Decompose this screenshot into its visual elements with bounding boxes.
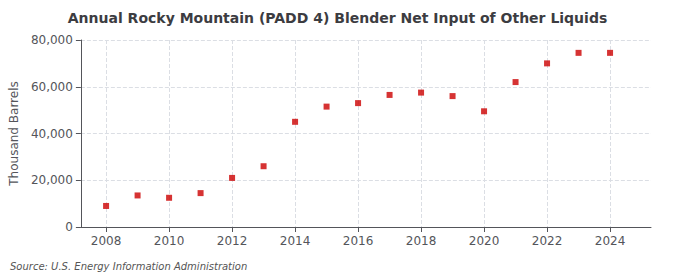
svg-text:2014: 2014: [280, 234, 311, 248]
svg-text:2012: 2012: [217, 234, 248, 248]
svg-text:40,000: 40,000: [31, 127, 73, 141]
svg-text:Source: U.S. Energy Informatio: Source: U.S. Energy Information Administ…: [10, 261, 247, 272]
svg-text:Annual Rocky Mountain (PADD 4): Annual Rocky Mountain (PADD 4) Blender N…: [68, 10, 607, 26]
svg-text:2020: 2020: [469, 234, 500, 248]
svg-text:2024: 2024: [595, 234, 626, 248]
svg-text:20,000: 20,000: [31, 173, 73, 187]
svg-text:60,000: 60,000: [31, 80, 73, 94]
svg-text:Thousand Barrels: Thousand Barrels: [7, 81, 21, 186]
svg-text:2008: 2008: [91, 234, 122, 248]
svg-text:2010: 2010: [154, 234, 185, 248]
svg-text:0: 0: [65, 220, 73, 234]
svg-text:80,000: 80,000: [31, 33, 73, 47]
svg-text:2016: 2016: [343, 234, 374, 248]
svg-text:2018: 2018: [406, 234, 437, 248]
svg-text:2022: 2022: [532, 234, 563, 248]
